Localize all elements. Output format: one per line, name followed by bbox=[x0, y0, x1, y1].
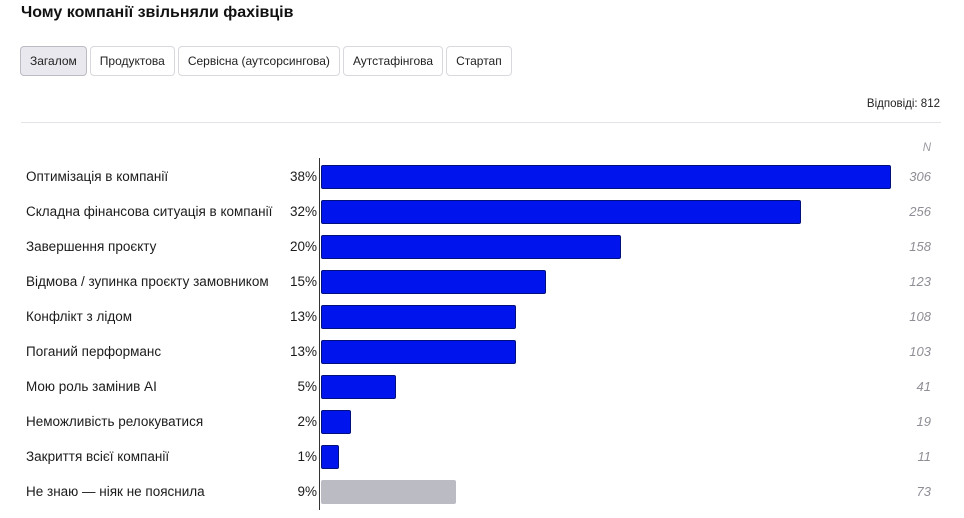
bar bbox=[321, 200, 801, 224]
percent-label: 1% bbox=[297, 449, 317, 464]
category-label: Закриття всієї компанії bbox=[26, 449, 170, 464]
bar bbox=[321, 445, 339, 469]
response-count: 73 bbox=[916, 484, 931, 499]
category-label: Мою роль замінив AI bbox=[26, 379, 157, 394]
percent-label: 2% bbox=[297, 414, 317, 429]
chart-title: Чому компанії звільняли фахівців bbox=[21, 4, 294, 21]
response-count: 256 bbox=[909, 204, 931, 219]
header-divider bbox=[21, 122, 941, 123]
category-label: Оптимізація в компанії bbox=[26, 169, 169, 184]
bar bbox=[321, 235, 621, 259]
response-count: 123 bbox=[909, 274, 931, 289]
bar bbox=[321, 305, 516, 329]
response-count: 11 bbox=[917, 449, 932, 464]
bar bbox=[321, 480, 456, 504]
response-count: 19 bbox=[916, 414, 931, 429]
category-label: Неможливість релокуватися bbox=[26, 414, 204, 429]
percent-label: 9% bbox=[297, 484, 317, 499]
category-label: Складна фінансова ситуація в компанії bbox=[26, 204, 273, 219]
percent-label: 13% bbox=[289, 344, 317, 359]
percent-label: 38% bbox=[289, 169, 317, 184]
category-label: Конфлікт з лідом bbox=[26, 309, 132, 324]
bar bbox=[321, 410, 351, 434]
category-label: Не знаю — ніяк не пояснила bbox=[26, 484, 205, 499]
percent-label: 32% bbox=[289, 204, 317, 219]
tab-overall[interactable]: Загалом bbox=[20, 46, 87, 76]
category-label: Відмова / зупинка проєкту замовником bbox=[26, 274, 269, 289]
segment-tabs: Загалом Продуктова Сервісна (аутсорсинго… bbox=[20, 46, 512, 76]
tab-outstaffing[interactable]: Аутстафінгова bbox=[342, 46, 444, 76]
tab-startup[interactable]: Стартап bbox=[446, 46, 512, 76]
chart-axis-line bbox=[319, 158, 320, 510]
percent-label: 15% bbox=[289, 274, 317, 289]
percent-label: 13% bbox=[289, 309, 317, 324]
percent-label: 5% bbox=[297, 379, 317, 394]
response-count: 158 bbox=[909, 239, 931, 254]
responses-count: Відповіді: 812 bbox=[866, 98, 940, 110]
response-count: 108 bbox=[909, 309, 931, 324]
percent-label: 20% bbox=[289, 239, 317, 254]
category-label: Завершення проєкту bbox=[26, 239, 157, 254]
tab-product[interactable]: Продуктова bbox=[89, 46, 175, 76]
category-label: Поганий перформанс bbox=[26, 344, 162, 359]
bar bbox=[321, 340, 516, 364]
response-count: 103 bbox=[909, 344, 931, 359]
n-column-header: N bbox=[922, 142, 931, 154]
response-count: 306 bbox=[909, 169, 931, 184]
bar bbox=[321, 165, 891, 189]
bar bbox=[321, 375, 396, 399]
tab-service-outsourcing[interactable]: Сервісна (аутсорсингова) bbox=[177, 46, 340, 76]
response-count: 41 bbox=[916, 379, 931, 394]
bar bbox=[321, 270, 546, 294]
